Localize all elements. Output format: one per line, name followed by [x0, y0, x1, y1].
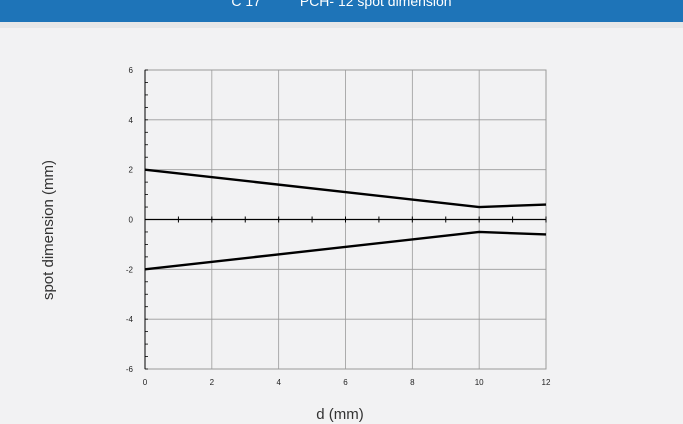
- x-tick-label: 12: [542, 378, 551, 387]
- chart-plot: -6 -4 -2 0 2 4 6 0 2 4 6 8 10 12: [126, 66, 551, 387]
- y-tick-label: 4: [129, 116, 134, 125]
- header-divider: [0, 22, 683, 28]
- chart-area: -6 -4 -2 0 2 4 6 0 2 4 6 8 10 12 spot dimension (mm) …: [0, 28, 683, 424]
- x-tick-label: 2: [210, 378, 215, 387]
- y-tick-label: -4: [126, 315, 134, 324]
- x-axis-label: d (mm): [316, 406, 364, 423]
- chart-title: C 17 PCH- 12 spot dimension: [231, 0, 452, 9]
- y-tick-label: 0: [129, 216, 134, 225]
- series-line-2: [144, 230, 547, 271]
- x-tick-label: 0: [143, 378, 148, 387]
- header-bar: C 17 PCH- 12 spot dimension: [0, 0, 683, 22]
- y-tick-label: -6: [126, 365, 134, 374]
- x-tick-label: 10: [475, 378, 484, 387]
- x-tick-label: 6: [343, 378, 348, 387]
- y-tick-label: -2: [126, 265, 134, 274]
- x-tick-label: 8: [410, 378, 415, 387]
- series-line-1: [144, 168, 547, 209]
- y-tick-label: 2: [129, 166, 134, 175]
- x-tick-label: 4: [276, 378, 281, 387]
- y-tick-label: 6: [129, 66, 134, 75]
- y-axis-label: spot dimension (mm): [40, 159, 57, 301]
